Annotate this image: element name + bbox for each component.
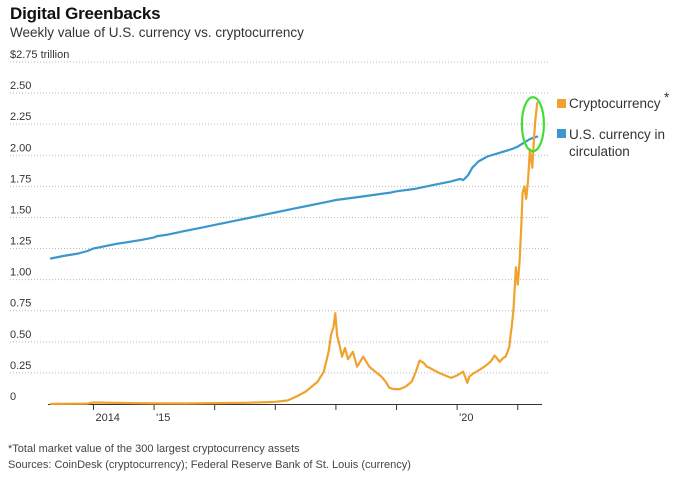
y-tick-label: 1.50 <box>10 204 31 216</box>
currency-series-line <box>49 135 539 260</box>
crypto-series-line <box>49 101 539 405</box>
legend-label-currency: U.S. currency in circulation <box>569 127 665 159</box>
x-tick-label: '20 <box>459 412 473 424</box>
y-tick-label: 0.75 <box>10 298 31 310</box>
y-tick-label: 0.50 <box>10 329 31 341</box>
y-tick-label: 1.25 <box>10 236 31 248</box>
footnote: *Total market value of the 300 largest c… <box>8 443 300 455</box>
y-tick-label: 2.50 <box>10 80 31 92</box>
y-tick-label: 2.25 <box>10 111 31 123</box>
chart-title: Digital Greenbacks <box>10 4 161 23</box>
chart-subtitle: Weekly value of U.S. currency vs. crypto… <box>10 25 304 40</box>
grid-lines <box>10 61 548 374</box>
y-tick-label: 1.00 <box>10 267 31 279</box>
legend-footnote-marker: * <box>664 90 670 105</box>
y-tick-label: $2.75 trillion <box>10 49 69 61</box>
y-tick-label: 0.25 <box>10 360 31 372</box>
annotations <box>520 96 546 153</box>
series-lines <box>49 101 539 405</box>
legend-swatch-currency <box>557 129 566 138</box>
y-tick-labels: 0 0.25 0.50 0.75 1.00 1.25 1.50 1.75 2.00 2.25 2.5… <box>10 49 69 403</box>
x-tick-label: 2014 <box>95 412 119 424</box>
y-tick-label: 0 <box>10 391 16 403</box>
legend-swatch-crypto <box>557 99 566 108</box>
y-tick-label: 1.75 <box>10 173 31 185</box>
highlight-circle <box>520 96 546 153</box>
x-axis: 2014 '15 '20 <box>48 404 542 424</box>
y-tick-label: 2.00 <box>10 142 31 154</box>
legend-label-crypto: Cryptocurrency <box>569 96 661 111</box>
x-tick-label: '15 <box>156 412 170 424</box>
sources-note: Sources: CoinDesk (cryptocurrency); Fede… <box>8 459 411 471</box>
legend: Cryptocurrency * U.S. currency in circulati… <box>557 90 670 159</box>
